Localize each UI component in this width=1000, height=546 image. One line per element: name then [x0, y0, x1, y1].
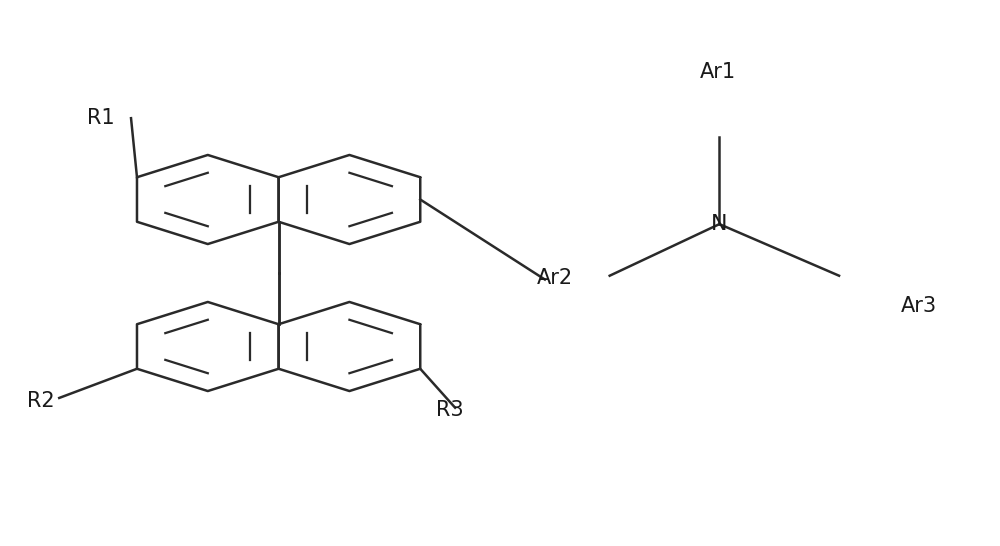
Text: Ar1: Ar1	[699, 62, 735, 82]
Text: N: N	[711, 214, 728, 234]
Text: R3: R3	[436, 400, 464, 420]
Text: R1: R1	[87, 108, 115, 128]
Text: Ar3: Ar3	[901, 295, 937, 316]
Text: R2: R2	[27, 390, 55, 411]
Text: Ar2: Ar2	[537, 269, 573, 288]
